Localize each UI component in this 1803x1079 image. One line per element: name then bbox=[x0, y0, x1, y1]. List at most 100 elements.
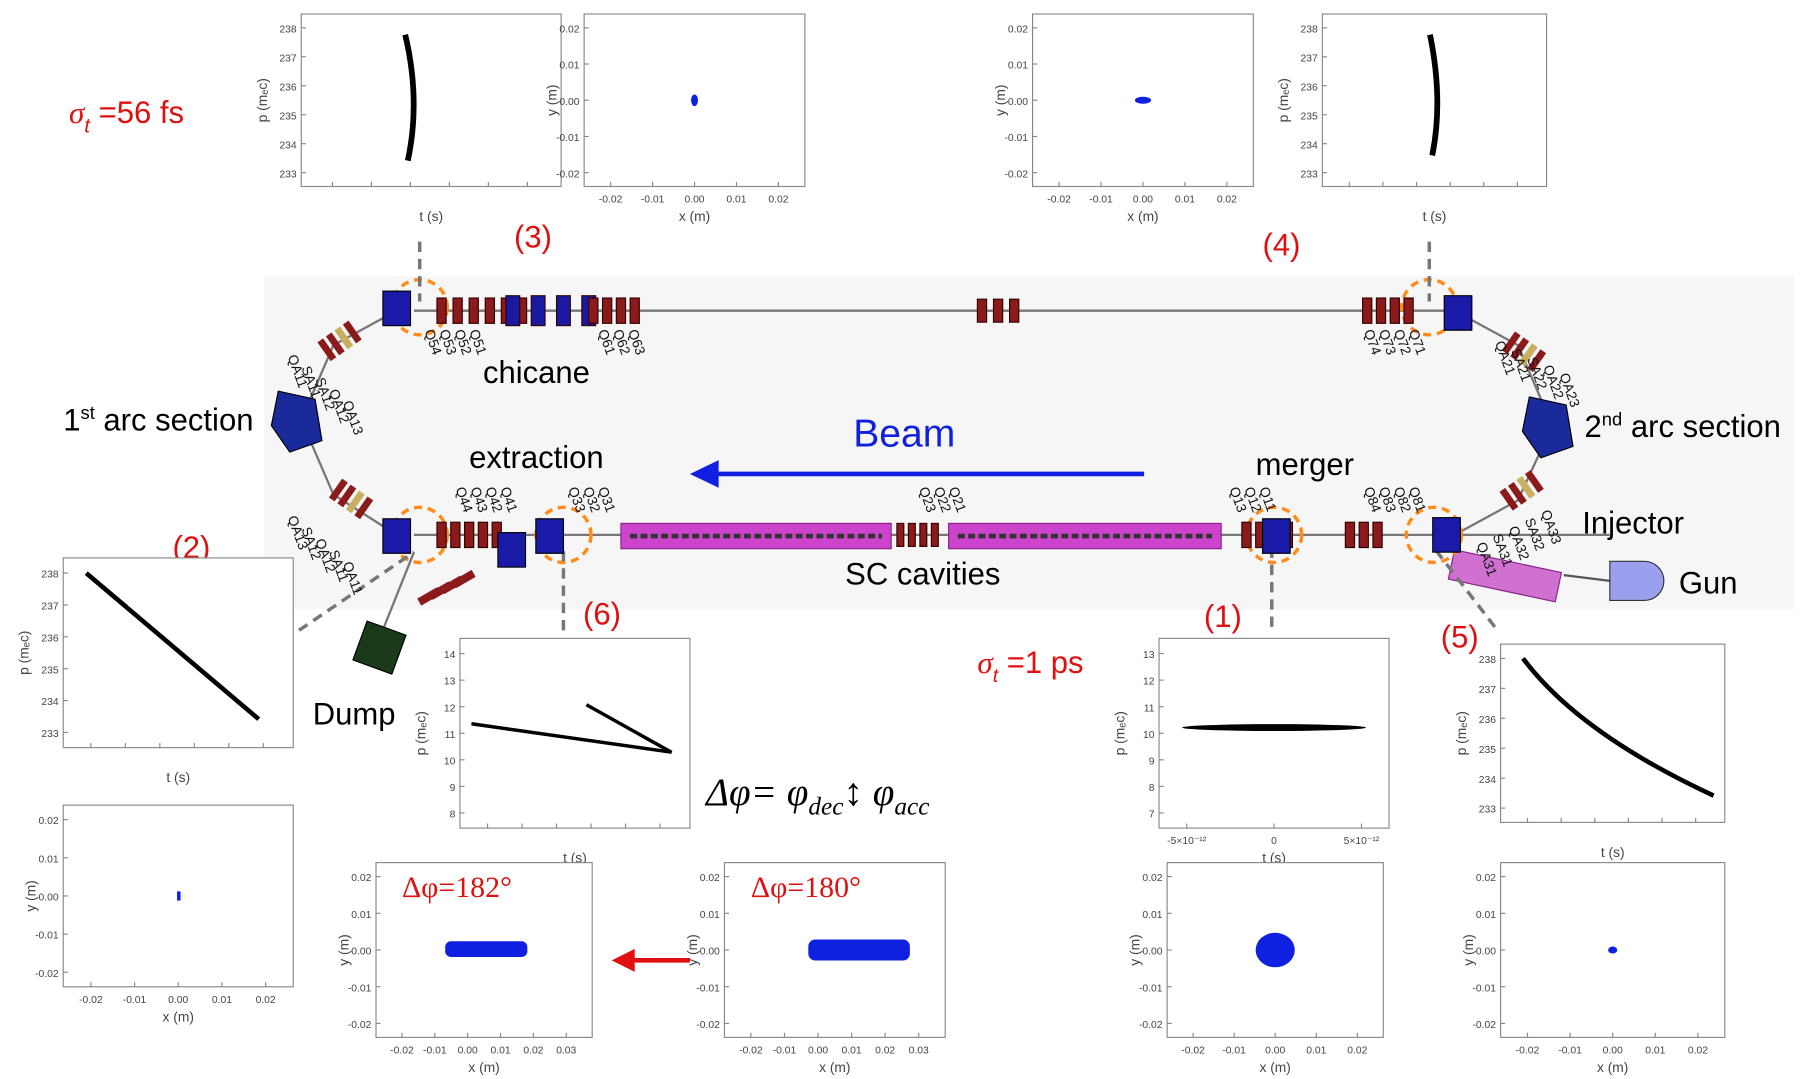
beam-spot bbox=[1255, 932, 1295, 968]
y-tick-label: 237 bbox=[1479, 685, 1496, 696]
particle-curve bbox=[1521, 657, 1715, 798]
plot: 0.02 0.01 0.00 -0.01 -0.02 -0.02 -0.01 0.00 0.01… bbox=[1461, 862, 1726, 1075]
y-axis-label: y (m) bbox=[1128, 934, 1143, 965]
y-tick-label: 0.02 bbox=[39, 816, 59, 827]
y-tick-label: 233 bbox=[279, 169, 296, 180]
y-tick-label: 12 bbox=[1143, 677, 1155, 688]
marker-label: (1) bbox=[1204, 599, 1242, 634]
arc-magnet bbox=[1507, 481, 1527, 505]
dump-label: Dump bbox=[313, 697, 396, 732]
plot: 0.02 0.01 0.00 -0.01 -0.02 -0.02 -0.01 0.00 0.01… bbox=[336, 862, 593, 1075]
y-tick-label: 0.00 bbox=[559, 97, 579, 108]
y-tick-label: 0.00 bbox=[39, 893, 59, 904]
y-tick-label: 238 bbox=[279, 24, 296, 35]
plot: 13 12 11 10 9 8 7 -5×10⁻¹² 0 5×10⁻¹² t (s) p (mₑc) bbox=[1113, 637, 1390, 866]
y-tick-label: 237 bbox=[279, 53, 296, 64]
arc-label: 2nd arc section bbox=[1585, 409, 1781, 444]
x-axis-label: t (s) bbox=[563, 851, 587, 866]
arc-magnet bbox=[1501, 331, 1521, 355]
x-tick-label: -0.01 bbox=[1089, 195, 1113, 206]
arc-magnet bbox=[354, 496, 374, 520]
y-tick-label: -0.01 bbox=[348, 983, 372, 994]
y-tick-label: 10 bbox=[1143, 730, 1155, 741]
particle-curve bbox=[1182, 724, 1367, 732]
x-tick-label: -0.02 bbox=[1047, 195, 1071, 206]
y-tick-label: 233 bbox=[1479, 805, 1496, 816]
x-axis-label: t (s) bbox=[1601, 845, 1625, 860]
beam-spot bbox=[177, 891, 181, 901]
y-tick-label: 10 bbox=[444, 756, 456, 767]
text: =56 fs bbox=[90, 95, 184, 130]
plot: 238 237 236 235 234 233 t (s) p (mₑc) bbox=[255, 13, 562, 224]
y-tick-label: 238 bbox=[1479, 655, 1496, 666]
y-tick-label: -0.01 bbox=[1472, 983, 1496, 994]
y-tick-label: 0.01 bbox=[1476, 910, 1496, 921]
gun bbox=[1609, 560, 1665, 602]
magnet bbox=[615, 297, 627, 324]
x-tick-label: -0.01 bbox=[773, 1045, 797, 1056]
x-tick-label: -0.02 bbox=[1516, 1045, 1540, 1056]
marker-label: (5) bbox=[1441, 620, 1479, 655]
y-axis-label: p (mₑc) bbox=[255, 78, 270, 122]
marker-label: (3) bbox=[514, 219, 552, 254]
y-tick-label: -0.01 bbox=[556, 133, 580, 144]
y-tick-label: 235 bbox=[41, 665, 58, 676]
x-tick-label: -0.01 bbox=[641, 195, 665, 206]
magnet bbox=[1344, 521, 1356, 549]
y-axis-label: y (m) bbox=[24, 880, 39, 911]
x-tick-label: 0.01 bbox=[842, 1045, 862, 1056]
phase-note: Δφ=182° bbox=[402, 871, 512, 904]
x-axis-label: t (s) bbox=[419, 209, 443, 224]
y-axis-label: p (mₑc) bbox=[413, 711, 428, 755]
y-tick-label: 233 bbox=[41, 729, 58, 740]
gun-label: Gun bbox=[1679, 566, 1738, 601]
y-tick-label: 237 bbox=[1301, 53, 1318, 64]
arc-magnet bbox=[345, 490, 365, 514]
magnet bbox=[629, 297, 640, 324]
dipole bbox=[1261, 518, 1291, 554]
y-tick-label: 235 bbox=[279, 111, 296, 122]
dipole bbox=[1432, 517, 1461, 553]
y-tick-label: 0.02 bbox=[1476, 873, 1496, 884]
plot: 238 237 236 235 234 233 t (s) p (mₑc) bbox=[1276, 13, 1548, 224]
magnet bbox=[450, 521, 461, 549]
x-tick-label: 0.01 bbox=[1306, 1045, 1326, 1056]
y-tick-label: -0.01 bbox=[696, 983, 720, 994]
y-tick-label: -0.02 bbox=[1472, 1020, 1496, 1031]
particle-curve bbox=[402, 34, 417, 162]
extraction-label: extraction bbox=[469, 440, 604, 475]
y-tick-label: 0.02 bbox=[1008, 24, 1028, 35]
arc-magnet bbox=[342, 320, 362, 344]
arc-label: 1st arc section bbox=[63, 402, 253, 437]
y-tick-label: 0.02 bbox=[351, 873, 371, 884]
y-tick-label: 238 bbox=[41, 570, 58, 581]
dipole bbox=[497, 532, 527, 568]
red-arrow-head bbox=[611, 948, 635, 972]
magnet bbox=[907, 522, 916, 547]
injector bbox=[1447, 549, 1563, 603]
x-tick-label: -0.02 bbox=[1181, 1045, 1205, 1056]
sigma-label: σt =56 fs bbox=[69, 95, 184, 137]
y-axis-label: y (m) bbox=[336, 934, 351, 965]
magnet bbox=[930, 522, 939, 547]
magnet bbox=[919, 522, 928, 547]
accelerator-layout bbox=[264, 241, 1794, 972]
formula-mid: ↕ φ bbox=[843, 771, 894, 814]
y-tick-label: -0.02 bbox=[1139, 1020, 1163, 1031]
dump-magnet bbox=[451, 569, 476, 589]
pointer bbox=[1435, 551, 1497, 628]
y-tick-label: -0.01 bbox=[35, 931, 59, 942]
magnet bbox=[1358, 521, 1369, 549]
arc-magnet bbox=[334, 326, 354, 350]
y-tick-label: 0.01 bbox=[1142, 910, 1162, 921]
arc-magnet bbox=[1499, 487, 1519, 511]
y-tick-label: -0.02 bbox=[696, 1020, 720, 1031]
x-tick-label: -0.01 bbox=[1222, 1045, 1246, 1056]
formula-lhs: Δφ= φ bbox=[704, 771, 808, 814]
x-tick-label: -0.02 bbox=[739, 1045, 763, 1056]
x-axis-label: x (m) bbox=[468, 1060, 499, 1075]
plot: 238 237 236 235 234 233 t (s) p (mₑc) bbox=[17, 557, 294, 785]
dipole bbox=[1443, 295, 1473, 331]
y-tick-label: 0.00 bbox=[1142, 947, 1162, 958]
phase-formula: Δφ= φdec↕ φacc bbox=[704, 771, 929, 820]
